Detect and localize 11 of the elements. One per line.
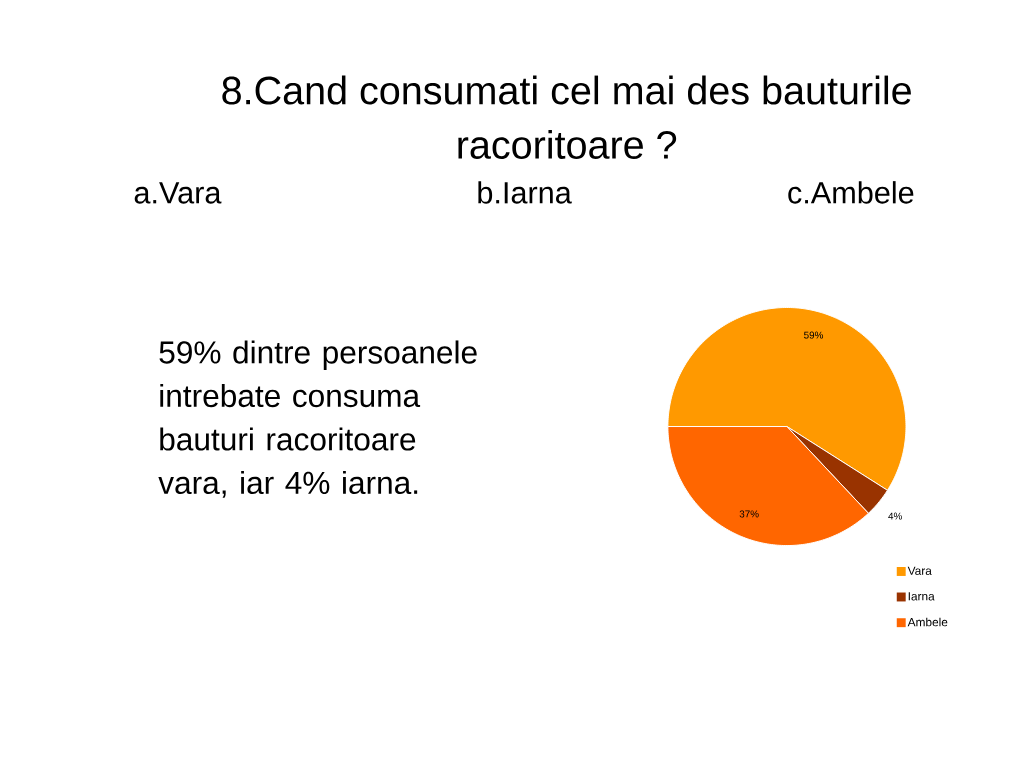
data-label: 37%: [739, 510, 759, 518]
text: 59% dintre persoanele intrebate consuma bauturi racoritoare vara, iar 4% iarna.: [158, 340, 477, 498]
legend-label: Vara: [907, 566, 932, 576]
text: c.Ambele: [788, 181, 914, 204]
chart-title: 8.Cand consumati cel mai des bauturile racoritoare ?: [222, 75, 911, 160]
text: b.Iarna: [478, 181, 572, 204]
data-label: 4%: [888, 512, 902, 520]
data-label: 59%: [804, 331, 824, 339]
legend-label: Ambele: [907, 617, 948, 627]
text: a.Vara: [134, 182, 222, 204]
legend-label: Iarna: [908, 592, 935, 601]
